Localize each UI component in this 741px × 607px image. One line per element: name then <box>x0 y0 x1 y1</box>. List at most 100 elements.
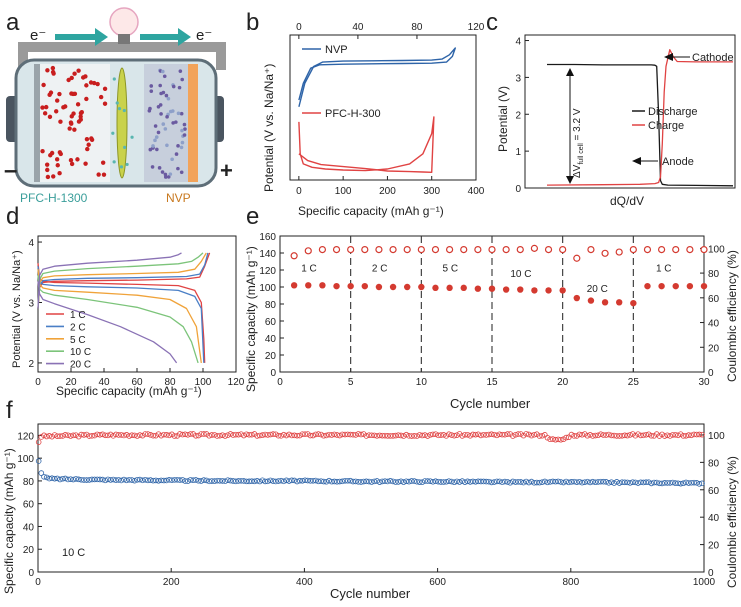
sodium-ion <box>115 101 119 105</box>
cathode-particle <box>161 122 166 126</box>
chart-f-capacity-point <box>435 478 442 485</box>
chart-f-capacity-point <box>672 480 679 486</box>
chart-f-capacity-point <box>185 478 191 484</box>
chart-f-capacity-point <box>94 476 101 483</box>
chart-d-discharge-1 <box>37 266 205 363</box>
chart-f-efficiency-point <box>483 432 490 438</box>
chart-f-capacity-point <box>235 478 242 484</box>
panel-letter-d: d <box>6 203 19 230</box>
chart-f-capacity-point <box>139 477 146 484</box>
chart-f-efficiency-point <box>603 432 609 438</box>
chart-f-capacity-point <box>451 479 458 486</box>
chart-f-capacity-point <box>432 478 439 484</box>
anode-particle <box>68 120 74 125</box>
chart-f-capacity-point <box>494 478 500 485</box>
chart-f-efficiency-point <box>51 432 58 438</box>
chart-f-efficiency-point <box>243 431 250 438</box>
chart-e-capacity-point <box>601 299 609 306</box>
chart-f-efficiency-point <box>206 432 212 439</box>
chart-f-efficiency-point <box>275 432 282 439</box>
anode-particle <box>91 80 97 86</box>
cathode-particle <box>176 111 181 116</box>
chart-f-efficiency-point <box>595 432 601 439</box>
chart-e-capacity-point <box>644 282 651 290</box>
chart-f-capacity-point <box>403 478 410 485</box>
chart-f-frame <box>37 423 705 573</box>
chart-f-efficiency-point <box>105 432 111 439</box>
chart-f-capacity-point <box>635 480 641 486</box>
sodium-ion <box>112 160 116 164</box>
chart-f-efficiency-point <box>259 432 266 438</box>
cathode-particle <box>168 109 173 114</box>
chart-f-capacity-point <box>49 475 55 481</box>
chart-f-ytick-label: 40 <box>23 522 35 533</box>
chart-f-capacity-point <box>355 479 362 485</box>
chart-e-ytick-label: 20 <box>265 351 277 362</box>
chart-e-rate-label: 20 C <box>587 284 608 295</box>
cathode-particle <box>166 96 171 101</box>
chart-f-capacity-point <box>611 480 617 486</box>
chart-f-efficiency-point <box>438 432 444 438</box>
chart-c-line-0 <box>547 63 734 187</box>
chart-b-x2tick-label: 40 <box>352 22 364 33</box>
anode-particle <box>54 157 60 162</box>
chart-f-capacity-point <box>424 478 431 484</box>
chart-f-capacity-point <box>336 478 343 485</box>
chart-b-xtick-label: 100 <box>335 186 352 197</box>
chart-f-efficiency-point <box>528 432 535 439</box>
chart-f-efficiency-point <box>304 431 311 437</box>
chart-f-ytick-label: 100 <box>17 454 34 465</box>
chart-e-efficiency-point <box>530 244 539 252</box>
chart-e-capacity-point <box>700 282 708 290</box>
chart-f-efficiency-point <box>137 432 143 438</box>
chart-f-efficiency-point <box>616 433 623 439</box>
minus-sign: – <box>4 157 17 184</box>
chart-f-efficiency-point <box>198 431 204 437</box>
anode-particle <box>61 105 66 110</box>
chart-f-capacity-point <box>376 479 383 485</box>
chart-e-capacity-point <box>686 282 694 290</box>
chart-f-capacity-point <box>41 473 47 480</box>
chart-b-line-1 <box>298 116 435 174</box>
chart-e-efficiency-point <box>615 248 623 256</box>
chart-f-capacity-point <box>558 479 564 485</box>
chart-f-efficiency-point <box>320 432 327 439</box>
chart-f-capacity-point <box>38 470 45 476</box>
chart-f-efficiency-point <box>390 433 396 439</box>
chart-d-xtick-label: 120 <box>228 377 245 388</box>
chart-f-capacity-point <box>256 478 263 485</box>
chart-f-capacity-point <box>696 481 703 487</box>
chart-c-ytick-label: 1 <box>515 147 521 158</box>
chart-b-line-0 <box>298 47 456 107</box>
chart-f-efficiency-point <box>587 432 593 438</box>
chart-f-efficiency-point <box>408 433 415 439</box>
chart-e-efficiency-point <box>431 246 440 254</box>
chart-e-capacity-point <box>672 282 679 290</box>
anode-particle <box>79 109 84 115</box>
chart-f-efficiency-point <box>550 436 556 442</box>
chart-f-capacity-point <box>502 478 508 485</box>
chart-f-efficiency-point <box>672 431 679 438</box>
chart-e-efficiency-point <box>643 246 652 254</box>
chart-f-efficiency-point <box>283 432 290 439</box>
anode-particle <box>50 69 56 75</box>
chart-e-capacity-point <box>347 282 354 290</box>
anode-particle <box>48 153 53 158</box>
chart-f-capacity-point <box>347 477 354 484</box>
chart-f-efficiency-point <box>113 431 119 438</box>
chart-f-capacity-point <box>339 478 346 485</box>
chart-f-ytick-label: 20 <box>23 545 35 556</box>
chart-f-capacity-point <box>454 478 460 485</box>
anode-particle <box>41 82 46 88</box>
chart-f-capacity-point <box>195 477 202 484</box>
chart-f-capacity-point <box>296 477 303 484</box>
chart-f-capacity-point <box>486 478 492 485</box>
chart-f-efficiency-point <box>552 436 559 443</box>
cathode-particle <box>163 127 168 131</box>
chart-f-capacity-point <box>203 477 210 484</box>
chart-d-charge-4 <box>37 252 182 309</box>
chart-f-capacity-point <box>406 478 412 485</box>
chart-f-efficiency-point <box>121 432 127 439</box>
chart-e-capacity-point <box>460 284 467 292</box>
